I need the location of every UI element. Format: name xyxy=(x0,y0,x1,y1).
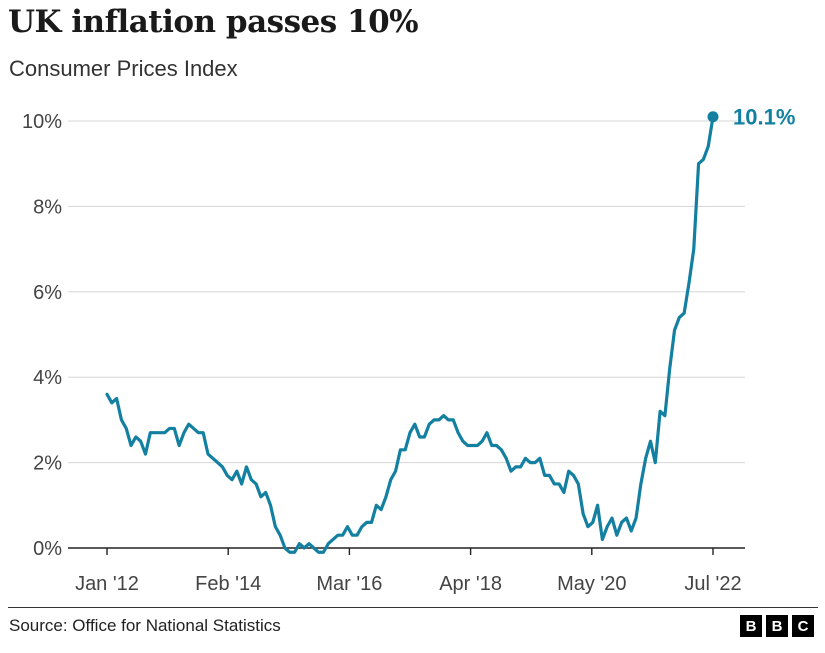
y-tick-label: 4% xyxy=(33,367,62,389)
bbc-logo-letter: C xyxy=(792,615,814,637)
chart-title: UK inflation passes 10% xyxy=(8,4,419,40)
chart-subtitle: Consumer Prices Index xyxy=(9,56,238,81)
footer-divider xyxy=(8,607,818,608)
end-value-label: 10.1% xyxy=(733,105,795,130)
x-tick-label: Mar '16 xyxy=(316,573,382,595)
y-axis-labels: 0% 2% 4% 6% 8% 10% xyxy=(22,111,62,560)
bbc-logo-letter: B xyxy=(740,615,762,637)
x-tick-label: Jul '22 xyxy=(684,573,741,595)
grid-lines xyxy=(68,120,745,464)
source-note: Source: Office for National Statistics xyxy=(9,616,281,635)
inflation-line xyxy=(105,115,715,554)
x-tick-label: Apr '18 xyxy=(439,573,502,595)
x-tick-label: Jan '12 xyxy=(75,573,139,595)
bbc-logo: B B C xyxy=(740,615,814,637)
y-tick-label: 8% xyxy=(33,196,62,218)
x-tick-label: Feb '14 xyxy=(195,573,261,595)
x-tick-label: May '20 xyxy=(557,573,626,595)
y-tick-label: 6% xyxy=(33,282,62,304)
line-chart: 0% 2% 4% 6% 8% 10% Jan '12 Feb '14 Mar '16 Apr '… xyxy=(22,105,795,595)
y-tick-label: 0% xyxy=(33,538,62,560)
bbc-logo-letter: B xyxy=(766,615,788,637)
y-tick-label: 2% xyxy=(33,453,62,475)
y-tick-label: 10% xyxy=(22,111,62,133)
end-point-marker xyxy=(707,111,719,123)
x-axis: Jan '12 Feb '14 Mar '16 Apr '18 May '20 Jul '… xyxy=(68,547,745,595)
